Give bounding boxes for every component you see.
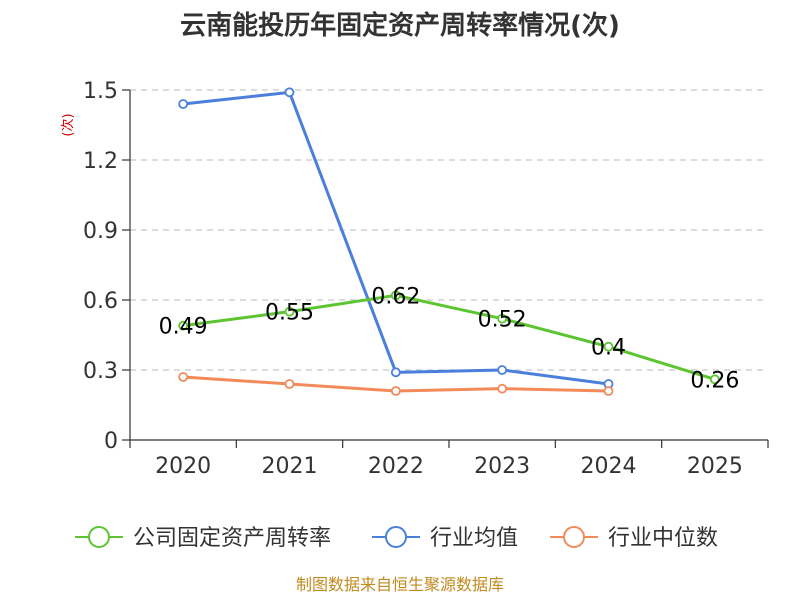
data-point [390,367,401,378]
x-tick-label: 2022 [368,454,424,479]
y-tick-label: 1.2 [83,149,118,174]
data-point [603,386,614,396]
data-point [284,87,295,98]
y-tick-label: 0.6 [83,289,118,314]
x-tick-label: 2020 [155,454,211,479]
legend-swatch-marker [88,526,110,548]
data-label: 0.4 [591,336,626,361]
data-point [284,379,295,389]
data-point [603,341,614,352]
data-point [178,99,189,109]
series-line [183,90,609,386]
chart-title: 云南能投历年固定资产周转率情况(次) [180,10,620,41]
data-point [284,306,295,317]
legend[interactable]: 公司固定资产周转率 行业均值 行业中位数 [75,526,718,551]
data-label: 0.49 [159,315,208,340]
series-line [182,293,716,381]
data-point [709,374,720,385]
axes: 0 0.3 0.6 0.9 1.2 1.5 2020 2021 2022 2023 2024 2025 [83,79,769,479]
data-point [178,372,189,382]
legend-item[interactable]: 行业中位数 [550,526,718,551]
data-label: 0.55 [265,301,314,326]
x-tick-label: 2021 [262,454,318,479]
legend-item[interactable]: 行业均值 [372,526,518,551]
y-tick-label: 0.9 [83,219,118,244]
data-labels: 0.49 0.55 0.62 0.52 0.4 0.26 [159,284,740,393]
gridlines [130,89,768,371]
series-lines [178,87,720,396]
y-tick-label: 1.5 [83,79,118,104]
x-tick-label: 2023 [474,454,530,479]
data-point [178,320,189,331]
x-tick-label: 2024 [581,454,637,479]
x-tick-label: 2025 [687,454,743,479]
y-axis-label: (次) [60,113,76,136]
legend-label: 行业均值 [430,526,518,551]
data-point [390,386,401,396]
source-note: 制图数据来自恒生聚源数据库 [296,575,504,594]
y-tick-label: 0.3 [83,359,118,384]
legend-label: 公司固定资产周转率 [133,526,331,551]
legend-item[interactable]: 公司固定资产周转率 [75,526,331,551]
data-label: 0.26 [690,368,739,393]
legend-swatch-marker [385,526,407,548]
data-label: 0.62 [371,284,420,309]
data-point [390,290,401,301]
legend-swatch-marker [563,526,585,548]
y-tick-label: 0 [104,429,118,454]
data-point [497,383,508,394]
data-label: 0.52 [478,308,527,333]
legend-label: 行业中位数 [608,526,718,551]
data-point [497,313,508,324]
data-point [497,365,508,375]
